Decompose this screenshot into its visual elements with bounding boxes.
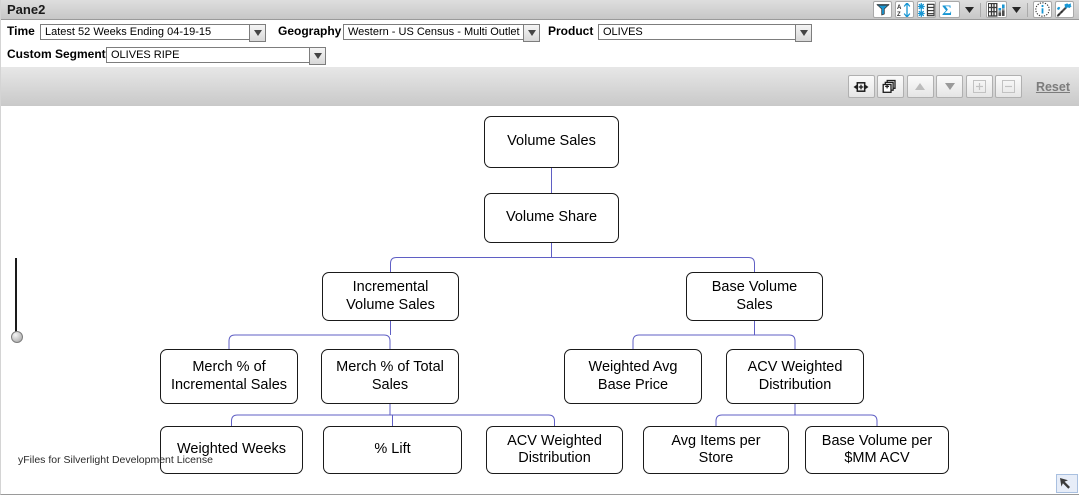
- svg-text:Z: Z: [897, 12, 901, 17]
- svg-text:Σ: Σ: [942, 3, 952, 17]
- svg-text:A: A: [897, 5, 902, 11]
